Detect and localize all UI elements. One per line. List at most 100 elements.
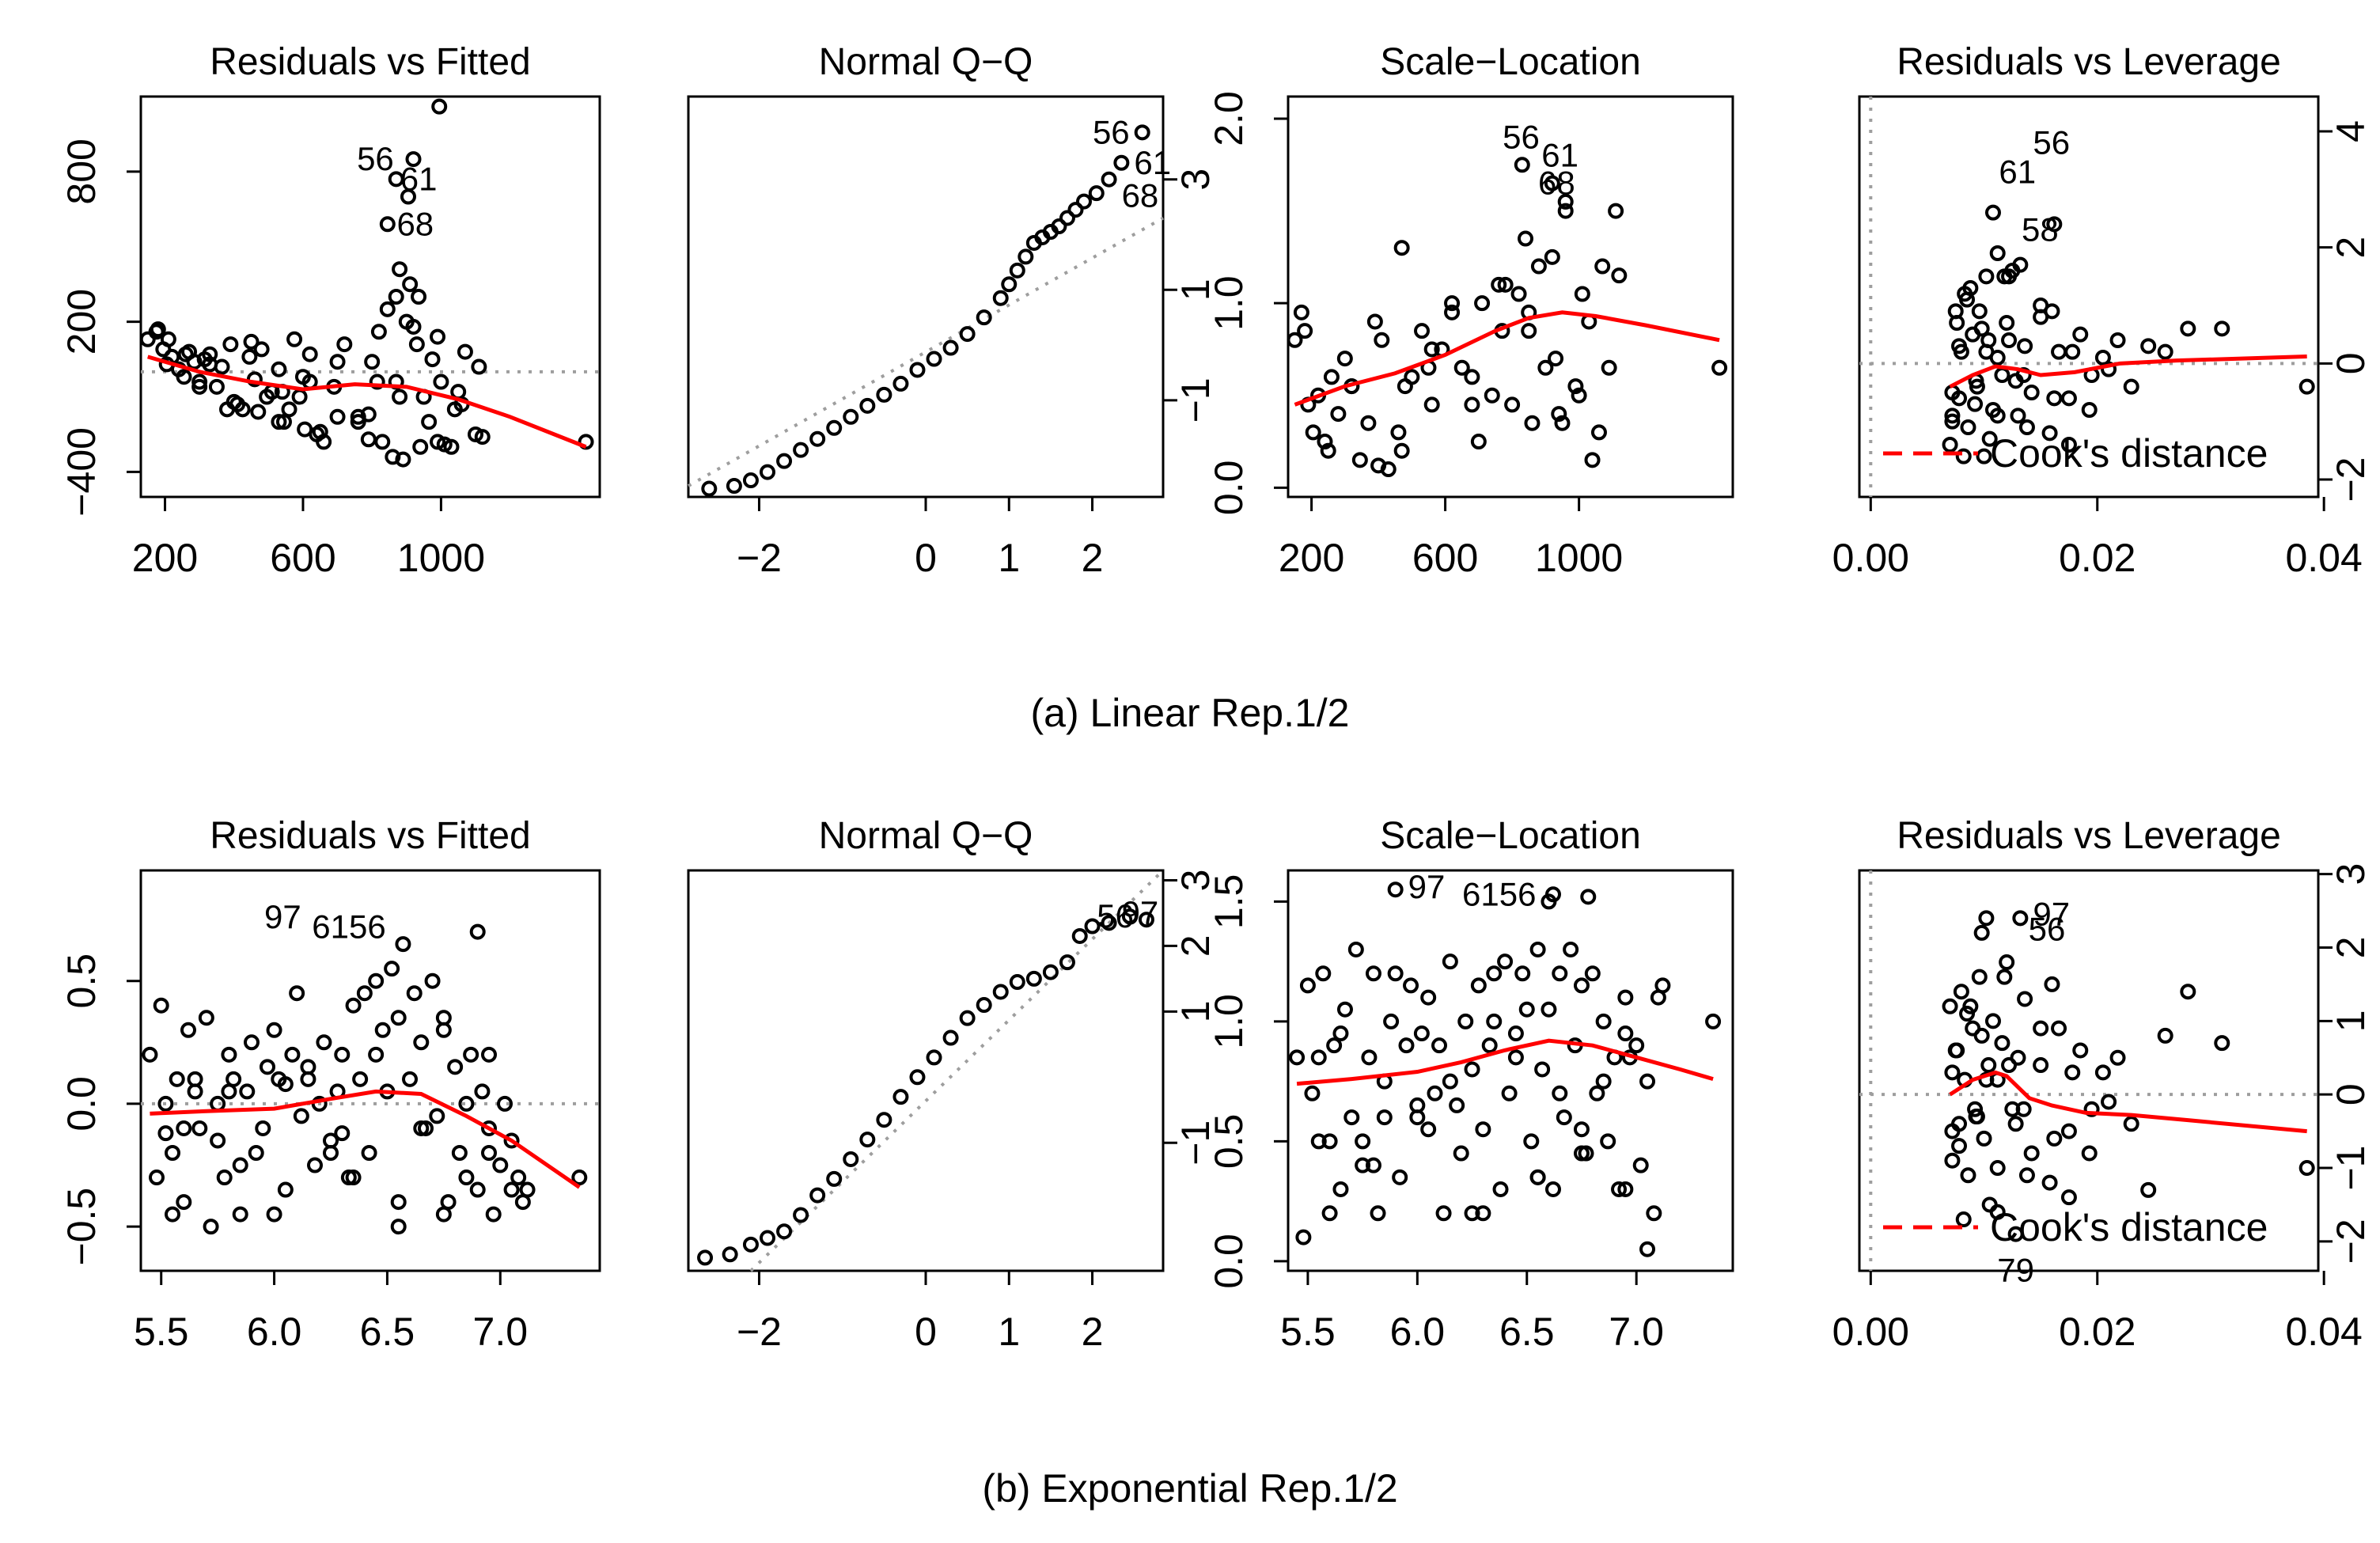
data-point [843, 1151, 859, 1167]
data-point [392, 261, 408, 278]
data-point [776, 453, 793, 469]
data-point [2018, 1167, 2035, 1184]
y-tick-label: −1 [1173, 1120, 1218, 1166]
data-point [1514, 965, 1531, 982]
data-point [1310, 1133, 1327, 1150]
data-point [2299, 378, 2315, 395]
data-point [1299, 977, 1316, 994]
data-point [2140, 1181, 2157, 1198]
y-tick-label: 0.0 [1207, 1234, 1251, 1289]
point-label: 6156 [1462, 875, 1536, 912]
data-point [1321, 1133, 1338, 1150]
x-tick-label: 0 [915, 1310, 937, 1354]
data-point [2140, 338, 2157, 354]
data-point [443, 438, 460, 455]
data-point [926, 1049, 942, 1066]
data-point [1347, 941, 1364, 957]
data-point [471, 358, 487, 375]
data-point [1365, 1157, 1381, 1173]
qq-reference-line [749, 869, 1165, 1272]
x-tick-label: 1 [998, 536, 1020, 580]
y-tick-label: 1 [2329, 1010, 2373, 1032]
data-point [2060, 390, 2077, 407]
x-tick-label: 5.5 [134, 1310, 189, 1354]
data-point [2072, 1042, 2089, 1059]
data-point [1962, 280, 1979, 296]
data-point [1554, 415, 1571, 431]
data-point [2015, 1101, 2032, 1117]
y-tick-label: 200 [59, 289, 104, 354]
data-point [1501, 1085, 1518, 1101]
data-point [435, 1206, 452, 1223]
point-label: 56 [2029, 910, 2066, 947]
data-point [1474, 295, 1491, 312]
data-point [510, 1170, 527, 1186]
data-point [809, 1187, 826, 1204]
data-point [1628, 1037, 1645, 1054]
data-point [1639, 1241, 1656, 1257]
data-point [1960, 419, 1976, 435]
data-point [294, 369, 311, 385]
plot-frame [1858, 95, 2320, 499]
data-point [469, 923, 486, 940]
data-point [221, 1083, 237, 1100]
plot-title: Residuals vs Fitted [210, 815, 531, 857]
data-point [2083, 1101, 2100, 1117]
data-point [992, 290, 1009, 306]
data-point [2214, 320, 2230, 337]
data-point [384, 961, 400, 977]
data-point [1444, 295, 1461, 312]
data-point [701, 480, 718, 497]
data-point [1431, 1037, 1448, 1054]
x-tick-label: 7.0 [1609, 1310, 1664, 1354]
point-label: 61 [1541, 137, 1578, 174]
data-point [2072, 326, 2089, 343]
data-point [457, 343, 473, 360]
data-point [1617, 1026, 1634, 1042]
data-point [1387, 965, 1404, 982]
data-point [1514, 157, 1530, 173]
data-point [485, 1206, 502, 1223]
data-point [2180, 320, 2196, 337]
data-point [976, 997, 992, 1014]
data-point [176, 369, 192, 385]
data-point [1544, 1181, 1561, 1197]
data-point [1507, 1049, 1524, 1066]
data-point [2017, 991, 2033, 1007]
plot-frame [139, 869, 601, 1272]
x-tick-label: 1000 [397, 536, 485, 580]
data-point [2214, 1035, 2230, 1052]
data-point [1573, 977, 1590, 994]
data-point [413, 1120, 430, 1136]
data-point [402, 276, 419, 293]
x-tick-label: 6.5 [1499, 1310, 1555, 1354]
data-point [177, 346, 194, 362]
data-point [1942, 437, 1958, 453]
data-point [2180, 984, 2196, 1000]
data-point [1595, 1073, 1612, 1090]
data-point [284, 1046, 301, 1063]
data-point [776, 1223, 793, 1240]
data-point [1611, 267, 1628, 284]
plot-frame [1287, 869, 1734, 1272]
x-tick-label: 0.00 [1832, 1310, 1909, 1354]
data-point [255, 1120, 271, 1136]
data-point [352, 1071, 369, 1087]
point-label: 79 [1997, 1252, 2034, 1289]
data-point [697, 1249, 714, 1266]
data-point [1343, 1109, 1360, 1126]
data-point [458, 1170, 475, 1186]
data-point [1101, 171, 1117, 188]
x-tick-label: 5.5 [1280, 1310, 1336, 1354]
data-point [1646, 1205, 1662, 1222]
data-point [374, 434, 391, 450]
data-point [2007, 1226, 2024, 1242]
data-point [2001, 332, 2018, 348]
data-point [1544, 886, 1561, 903]
data-point [519, 1181, 536, 1198]
data-point [1962, 998, 1979, 1014]
point-label: 61 [1999, 153, 2036, 190]
data-point [446, 401, 463, 418]
y-tick-label: −400 [59, 427, 104, 517]
data-point [1310, 1049, 1327, 1066]
